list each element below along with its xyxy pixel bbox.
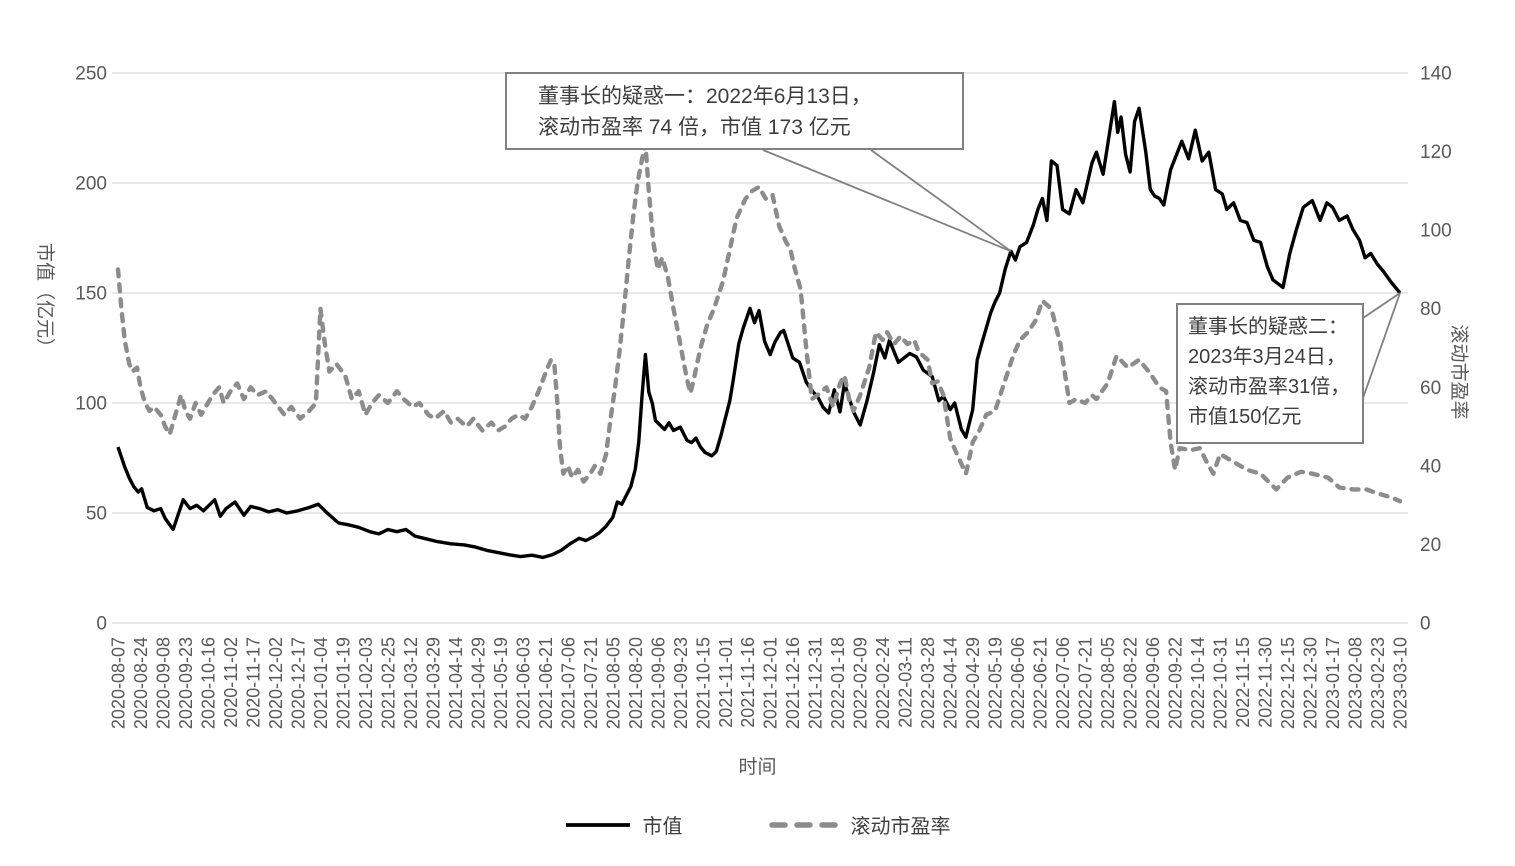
x-axis-tick: 2020-08-24: [131, 637, 151, 729]
legend-item-pe: 滚动市盈率: [767, 810, 951, 839]
y-axis-tick-left: 150: [75, 284, 107, 305]
annotation-leader-line: [870, 149, 1012, 252]
legend-label-market-cap: 市值: [642, 816, 683, 838]
annotation-one-line-1: 董事长的疑惑一：2022年6月13日，: [538, 85, 872, 108]
x-axis-tick: 2020-12-17: [288, 637, 308, 729]
x-axis-tick: 2022-03-11: [896, 637, 916, 728]
annotation-two-line-4: 市值150亿元: [1188, 406, 1302, 428]
legend: 市值 滚动市盈率: [0, 810, 1515, 839]
x-axis-tick: 2022-04-14: [941, 637, 961, 729]
annotation-leader-line: [1362, 292, 1401, 319]
annotation-box-one: 董事长的疑惑一：2022年6月13日， 滚动市盈率 74 倍，市值 173 亿元: [505, 72, 964, 150]
legend-dashed-line-icon: [768, 821, 838, 828]
x-axis-tick: 2021-08-20: [626, 637, 646, 729]
x-axis-tick: 2020-11-02: [221, 637, 241, 728]
x-axis-tick: 2021-11-16: [738, 637, 758, 728]
series-line-pe: [115, 141, 1403, 504]
y-axis-tick-left: 50: [86, 504, 107, 525]
x-axis-tick: 2021-12-16: [783, 637, 803, 729]
x-axis-tick: 2023-02-23: [1368, 637, 1388, 729]
y-axis-tick-right: 60: [1420, 378, 1441, 399]
x-axis-tick: 2022-06-06: [1008, 637, 1028, 729]
y-axis-tick-right: 140: [1420, 64, 1452, 85]
x-axis-tick: 2022-08-22: [1121, 637, 1141, 729]
x-axis-tick: 2022-12-15: [1278, 637, 1298, 729]
x-axis-tick: 2022-11-15: [1233, 637, 1253, 728]
y-axis-tick-right: 120: [1420, 142, 1452, 163]
x-axis-tick: 2021-01-04: [311, 637, 331, 729]
y-axis-tick-right: 0: [1420, 614, 1431, 635]
x-axis-tick: 2021-02-03: [356, 637, 376, 729]
x-axis-tick: 2021-08-05: [603, 637, 623, 729]
x-axis-tick: 2022-08-05: [1098, 637, 1118, 729]
x-axis-tick: 2022-01-18: [828, 637, 848, 729]
x-axis-tick: 2022-09-06: [1143, 637, 1163, 729]
x-axis-tick: 2022-07-21: [1076, 637, 1096, 729]
x-axis-tick: 2021-07-21: [581, 637, 601, 729]
x-axis-tick: 2022-02-24: [873, 637, 893, 729]
x-axis-tick: 2021-07-06: [558, 637, 578, 729]
x-axis-tick: 2021-09-23: [671, 637, 691, 729]
x-axis-tick: 2020-12-02: [266, 637, 286, 729]
x-axis-tick: 2021-09-06: [648, 637, 668, 729]
series-line-market-cap: [116, 99, 1402, 560]
x-axis-tick: 2021-04-14: [446, 637, 466, 729]
x-axis-tick: 2022-05-19: [986, 637, 1006, 729]
x-axis-tick: 2020-10-16: [199, 637, 219, 729]
y-axis-title-left: 市值（亿元）: [34, 242, 55, 358]
y-axis-tick-right: 20: [1420, 535, 1441, 556]
x-axis-tick: 2023-03-10: [1391, 637, 1411, 729]
x-axis-tick: 2022-11-30: [1256, 637, 1276, 728]
y-axis-tick-left: 200: [75, 174, 107, 195]
y-axis-tick-right: 80: [1420, 299, 1441, 320]
x-axis-tick: 2021-06-21: [536, 637, 556, 729]
x-axis-tick: 2021-12-01: [761, 637, 781, 729]
x-axis-tick: 2021-05-19: [491, 637, 511, 729]
x-axis-title: 时间: [738, 757, 777, 778]
x-axis-tick: 2021-12-31: [806, 637, 826, 729]
y-axis-tick-right: 100: [1420, 221, 1452, 242]
x-axis-tick: 2023-02-08: [1346, 637, 1366, 729]
y-axis-tick-right: 40: [1420, 456, 1441, 477]
x-axis-tick: 2020-09-23: [176, 637, 196, 729]
annotation-box-two: 董事长的疑惑二： 2023年3月24日， 滚动市盈率31倍， 市值150亿元: [1176, 303, 1364, 444]
x-axis-tick: 2022-04-29: [963, 637, 983, 729]
x-axis-tick: 2022-03-28: [918, 637, 938, 729]
x-axis-tick: 2021-11-01: [716, 637, 736, 728]
x-axis-tick: 2022-10-14: [1188, 637, 1208, 729]
x-axis-tick: 2022-12-30: [1301, 637, 1321, 729]
annotation-two-line-1: 董事长的疑惑二：: [1188, 316, 1348, 338]
x-axis-tick: 2020-08-07: [109, 637, 129, 729]
annotation-one-line-2: 滚动市盈率 74 倍，市值 173 亿元: [538, 116, 851, 139]
x-axis-tick: 2022-07-06: [1053, 637, 1073, 729]
y-axis-tick-left: 250: [75, 64, 107, 85]
x-axis-tick: 2022-09-22: [1166, 637, 1186, 729]
y-axis-title-right: 滚动市盈率: [1448, 324, 1469, 420]
x-axis-tick: 2021-01-19: [333, 637, 353, 729]
annotation-leader-line: [1362, 292, 1401, 399]
legend-label-pe: 滚动市盈率: [850, 816, 951, 838]
x-axis-tick: 2022-06-21: [1031, 637, 1051, 729]
annotation-leader-line: [762, 149, 1012, 253]
x-axis-tick: 2022-02-09: [851, 637, 871, 729]
legend-solid-line-icon: [565, 822, 630, 827]
x-axis-tick: 2021-03-12: [401, 637, 421, 729]
x-axis-tick: 2020-09-08: [154, 637, 174, 729]
x-axis-tick: 2021-06-03: [513, 637, 533, 729]
x-axis-tick: 2021-10-15: [693, 637, 713, 729]
y-axis-tick-left: 0: [96, 614, 107, 635]
x-axis-tick: 2022-10-31: [1211, 637, 1231, 729]
legend-item-market-cap: 市值: [565, 810, 683, 839]
x-axis-tick: 2020-11-17: [243, 637, 263, 728]
annotation-two-line-3: 滚动市盈率31倍，: [1188, 376, 1351, 398]
x-axis-tick: 2021-04-29: [468, 637, 488, 729]
x-axis-tick: 2021-02-25: [378, 637, 398, 729]
annotation-two-line-2: 2023年3月24日，: [1188, 346, 1346, 368]
x-axis-tick: 2021-03-29: [423, 637, 443, 729]
y-axis-tick-left: 100: [75, 394, 107, 415]
x-axis-tick: 2023-01-17: [1323, 637, 1343, 729]
